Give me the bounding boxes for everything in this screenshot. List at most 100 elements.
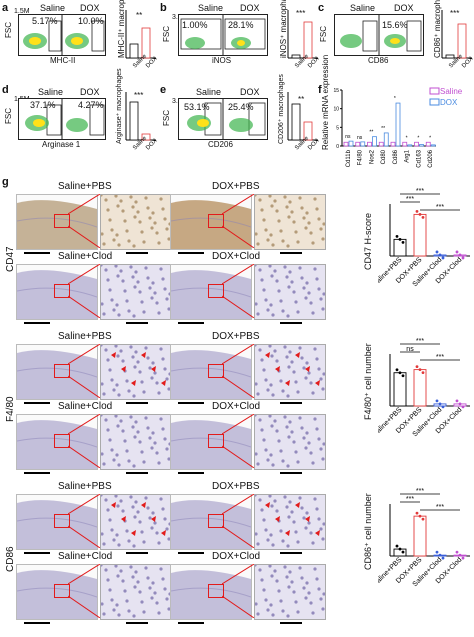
data-point — [415, 365, 419, 368]
group-label: Saline+PBS — [58, 181, 112, 192]
tissue-overview-image — [16, 264, 98, 320]
significance-mark: ** — [298, 95, 305, 104]
significance-mark: * — [429, 135, 431, 141]
bar — [413, 515, 427, 557]
data-point — [458, 553, 462, 557]
flow-pct: 53.1% — [184, 102, 210, 112]
scale-bar — [178, 472, 204, 474]
significance-mark: *** — [436, 204, 444, 211]
significance-mark: *** — [436, 354, 444, 361]
data-point — [438, 402, 442, 406]
flow-pct: 10.0% — [78, 16, 104, 26]
significance-mark: *** — [416, 488, 424, 495]
zoom-connector-lines — [68, 264, 100, 318]
flow-yaxis-label: FSC — [4, 108, 13, 124]
flow-title-dox: DOX — [80, 3, 100, 13]
data-point — [421, 517, 425, 521]
data-point — [435, 250, 439, 254]
scale-bar — [24, 472, 50, 474]
data-point — [461, 556, 465, 560]
y-tick-label: 10 — [333, 107, 339, 113]
bar — [393, 372, 407, 407]
significance-mark: *** — [436, 504, 444, 511]
grouped-bar-chart-f: 051015nsCd11bnsF4/80**Nos2**Cd80*Cd86*Ar… — [333, 87, 440, 168]
flow-xaxis-label: MHC-II — [50, 56, 76, 65]
flow-ytick: 1.5M — [14, 8, 30, 15]
significance-mark: ** — [381, 126, 385, 132]
bar-ylabel: CD47 H-score — [363, 212, 373, 270]
bar-ylabel: Relative mRNA expression — [321, 54, 330, 150]
significance-mark: ** — [369, 130, 373, 136]
tissue-zoom-image — [100, 344, 172, 400]
flow-plot-pair — [18, 14, 106, 56]
zoom-connector-lines — [222, 494, 254, 548]
tissue-zoom-image — [254, 194, 326, 250]
flow-yaxis-label: FSC — [319, 26, 328, 42]
flow-title-dox: DOX — [80, 87, 100, 97]
zoom-region-box — [54, 434, 70, 448]
zoom-region-box — [208, 584, 224, 598]
tissue-zoom-image — [254, 344, 326, 400]
bar-saline-nos2 — [367, 141, 372, 147]
data-point — [401, 550, 405, 554]
flow-xaxis-label: CD206 — [208, 140, 233, 149]
bar — [413, 369, 427, 407]
x-tick-label: Cd11b — [346, 149, 352, 167]
significance-mark: * — [406, 135, 408, 141]
row-marker-label: CD47 — [5, 246, 16, 272]
data-point — [441, 256, 445, 260]
zoom-connector-lines — [68, 494, 100, 548]
flow-pct: 15.6% — [382, 20, 408, 30]
data-point — [418, 368, 422, 371]
bar-ylabel: F4/80⁺ cell number — [363, 343, 373, 420]
significance-mark: *** — [450, 9, 460, 18]
tissue-zoom-image — [254, 414, 326, 470]
flow-xaxis-label: CD86 — [368, 56, 389, 65]
group-label: DOX+PBS — [212, 181, 260, 192]
flow-title-dox: DOX — [240, 3, 260, 13]
scale-bar — [178, 402, 204, 404]
flow-yaxis-label: FSC — [162, 26, 171, 42]
zoom-region-box — [54, 514, 70, 528]
zoom-region-box — [208, 514, 224, 528]
data-point — [401, 374, 405, 378]
bar-chart-a: Saline DOX — [125, 10, 158, 69]
data-point — [458, 402, 462, 406]
data-point — [441, 405, 445, 409]
tissue-overview-image — [170, 344, 252, 400]
data-point — [441, 556, 445, 560]
bar-saline-cd86 — [390, 141, 396, 147]
data-point — [418, 213, 422, 216]
group-label: DOX+Clod — [212, 551, 261, 562]
bar-dox-cd206 — [430, 144, 436, 147]
significance-mark: *** — [416, 188, 424, 195]
scale-bar — [126, 252, 148, 254]
zoom-region-box — [54, 364, 70, 378]
zoom-region-box — [208, 434, 224, 448]
x-tick-label: Arg1 — [405, 149, 411, 162]
data-point — [435, 399, 439, 403]
legend-saline: Saline — [440, 87, 463, 96]
bar-ylabel: CD86⁺ macrophages — [433, 0, 442, 58]
zoom-connector-lines — [68, 344, 100, 398]
x-tick-label: Cd163 — [416, 149, 422, 167]
bar-saline-cd80 — [378, 141, 384, 147]
y-tick-label: 0 — [336, 144, 339, 150]
significance-mark: * — [417, 135, 419, 141]
tissue-zoom-image — [254, 264, 326, 320]
bar-saline-f480 — [355, 141, 361, 147]
bar-chart-e: Saline DOX — [287, 92, 320, 151]
flow-plot-pair — [178, 14, 268, 56]
zoom-region-box — [208, 214, 224, 228]
data-point — [438, 253, 442, 257]
flow-xaxis-label: iNOS — [212, 56, 232, 65]
bar-chart-cd86: Saline+PBSDOX+PBSSaline+ClodDOX+Clod****… — [378, 488, 470, 588]
significance-mark: * — [394, 96, 396, 102]
significance-mark: ** — [136, 11, 143, 20]
scale-bar — [126, 472, 148, 474]
zoom-connector-lines — [222, 344, 254, 398]
scale-bar — [126, 402, 148, 404]
bar-saline-cd163 — [414, 141, 419, 147]
tissue-overview-image — [16, 414, 98, 470]
data-point — [458, 253, 462, 257]
